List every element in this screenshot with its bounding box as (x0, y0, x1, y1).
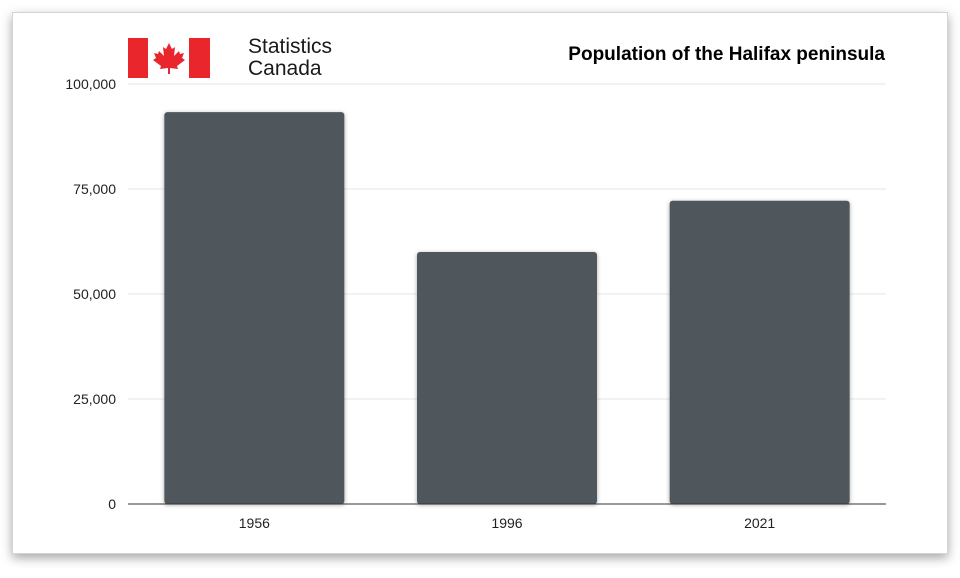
x-tick-label: 1996 (491, 515, 522, 531)
brand-line-1: Statistics (248, 35, 333, 58)
bars (164, 112, 850, 504)
y-tick-label: 75,000 (73, 181, 116, 197)
brand-line-2: Canada (248, 57, 322, 80)
bar-1996 (417, 252, 597, 504)
brand-wordmark: Statistics Canada (248, 36, 332, 80)
y-tick-label: 25,000 (73, 391, 116, 407)
canada-flag-icon (128, 38, 210, 78)
chart-title: Population of the Halifax peninsula (568, 44, 885, 65)
x-axis-labels: 1956 1996 2021 (239, 515, 776, 531)
x-tick-label: 2021 (744, 515, 775, 531)
y-axis-labels: 0 25,000 50,000 75,000 100,000 (65, 76, 116, 512)
y-tick-label: 50,000 (73, 286, 116, 302)
y-tick-label: 100,000 (65, 76, 116, 92)
x-tick-label: 1956 (239, 515, 270, 531)
y-tick-label: 0 (108, 496, 116, 512)
bar-1956 (164, 112, 345, 504)
bar-2021 (669, 200, 850, 504)
